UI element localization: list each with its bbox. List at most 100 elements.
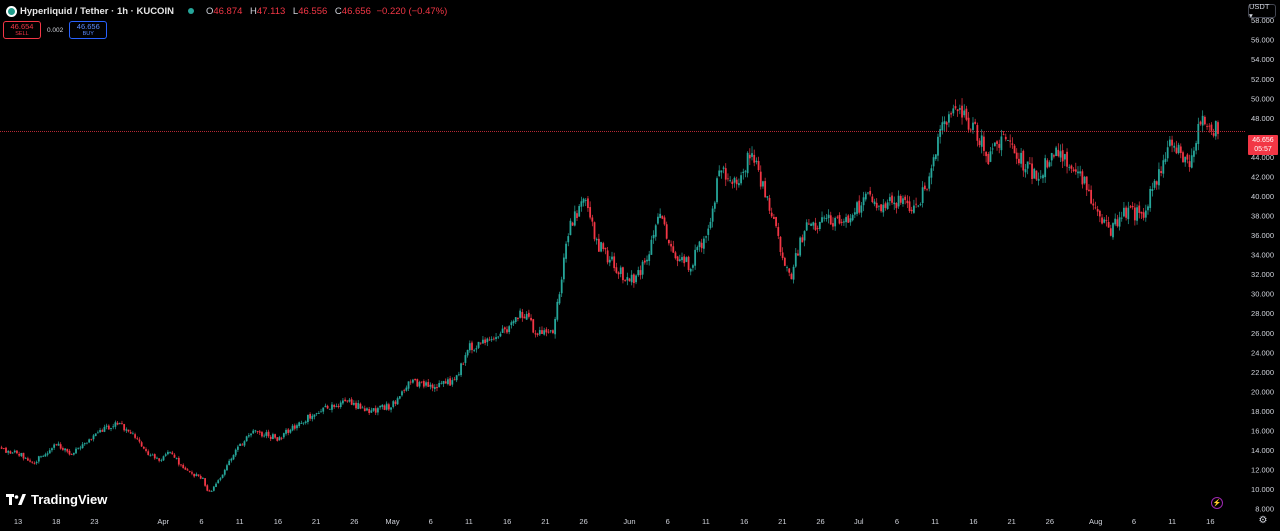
candle-body xyxy=(337,405,340,408)
lightning-icon[interactable]: ⚡ xyxy=(1211,497,1223,509)
candle-body xyxy=(799,237,802,256)
candle-body xyxy=(173,454,176,458)
candle-body xyxy=(696,247,699,251)
candle-body xyxy=(1079,171,1082,174)
candle-body xyxy=(156,457,158,459)
candle-body xyxy=(18,453,21,456)
candle-body xyxy=(477,341,480,348)
symbol-title[interactable]: Hyperliquid / Tether · 1h · KUCOIN xyxy=(20,5,174,17)
candle-body xyxy=(985,151,988,157)
candle-body xyxy=(803,231,806,241)
candle-body xyxy=(153,454,156,459)
candle-body xyxy=(541,330,543,334)
candle-body xyxy=(755,160,758,163)
candle-body xyxy=(790,273,793,280)
candle-body xyxy=(604,247,607,250)
currency-select[interactable]: USDT ▾ xyxy=(1248,2,1276,20)
sell-button[interactable]: 46.654 SELL xyxy=(3,21,41,39)
y-tick-label: 22.000 xyxy=(1251,368,1274,377)
candle-body xyxy=(116,422,119,425)
candle-body xyxy=(121,423,123,425)
candle-body xyxy=(880,204,882,212)
candle-body xyxy=(1179,146,1182,154)
candle-body xyxy=(972,122,974,130)
candle-body xyxy=(429,384,432,387)
x-tick-label: 26 xyxy=(350,517,358,526)
candle-body xyxy=(1055,147,1058,157)
x-tick-label: 21 xyxy=(778,517,786,526)
candle-body xyxy=(1201,115,1204,126)
candle-body xyxy=(37,456,40,462)
tradingview-logo[interactable]: TradingView xyxy=(6,492,107,507)
candle-body xyxy=(291,425,294,431)
candle-body xyxy=(836,216,839,218)
candle-body xyxy=(215,483,217,487)
candle-body xyxy=(256,431,259,432)
candle-body xyxy=(923,185,926,190)
ohlc-change-value: −0.220 (−0.47%) xyxy=(376,5,448,17)
trade-panel: 46.654 SELL 0.002 46.656 BUY xyxy=(3,21,108,39)
x-tick-label: 16 xyxy=(740,517,748,526)
candle-body xyxy=(427,382,430,387)
candle-body xyxy=(241,444,244,446)
candle-body xyxy=(1107,221,1110,228)
candle-body xyxy=(534,333,537,335)
candle-body xyxy=(503,327,506,330)
buy-button[interactable]: 46.656 BUY xyxy=(69,21,108,39)
candle-body xyxy=(958,108,961,110)
candle-body xyxy=(42,455,45,457)
candle-body xyxy=(1028,163,1031,165)
candle-body xyxy=(816,228,819,229)
candle-body xyxy=(702,238,705,249)
candle-body xyxy=(438,383,441,388)
candle-body xyxy=(1203,116,1206,125)
candle-body xyxy=(991,148,994,150)
candle-body xyxy=(33,463,36,465)
candle-body xyxy=(733,177,736,183)
candle-body xyxy=(891,195,893,203)
candle-body xyxy=(403,390,406,392)
candle-body xyxy=(484,339,487,343)
candle-body xyxy=(352,403,355,405)
tradingview-wordmark: TradingView xyxy=(31,492,108,507)
y-tick-label: 10.000 xyxy=(1251,485,1274,494)
candle-body xyxy=(1109,228,1112,236)
x-axis[interactable]: 13 18 23 Apr 6 11 16 21 26 May 6 11 16 21 26 Jun 6 11 16 21… xyxy=(14,517,1215,526)
candle-body xyxy=(1153,180,1156,188)
candle-body xyxy=(158,458,161,461)
candle-body xyxy=(1184,156,1187,163)
candle-body xyxy=(565,243,567,259)
candle-body xyxy=(245,436,248,442)
x-tick-label: Aug xyxy=(1089,517,1102,526)
candle-body xyxy=(1173,145,1176,148)
candle-body xyxy=(355,402,357,409)
sell-price: 46.654 xyxy=(10,22,34,31)
candle-body xyxy=(99,430,101,433)
candle-body xyxy=(672,246,675,253)
candle-body xyxy=(237,446,239,450)
candle-body xyxy=(175,458,178,460)
candle-body xyxy=(151,454,154,456)
candle-body xyxy=(829,215,832,225)
candle-body xyxy=(775,217,777,227)
candle-body xyxy=(164,454,167,456)
x-tick-label: 26 xyxy=(579,517,587,526)
gear-icon[interactable]: ⚙ xyxy=(1258,515,1268,526)
candle-body xyxy=(654,225,657,237)
y-axis[interactable]: 8.000 10.000 12.000 14.000 16.000 18.000 20.00… xyxy=(1251,16,1274,513)
candle-body xyxy=(1155,181,1158,185)
candle-body xyxy=(0,447,3,449)
candle-body xyxy=(2,448,5,449)
candle-body xyxy=(70,454,73,455)
candle-body xyxy=(657,216,659,224)
candle-body xyxy=(652,234,655,239)
market-status-icon[interactable] xyxy=(187,8,194,14)
candle-body xyxy=(490,339,493,341)
candle-body xyxy=(676,256,679,262)
candle-body xyxy=(287,429,290,433)
candle-body xyxy=(379,406,382,408)
candle-body xyxy=(501,328,504,333)
candle-body xyxy=(342,400,344,404)
candle-body xyxy=(171,452,174,455)
